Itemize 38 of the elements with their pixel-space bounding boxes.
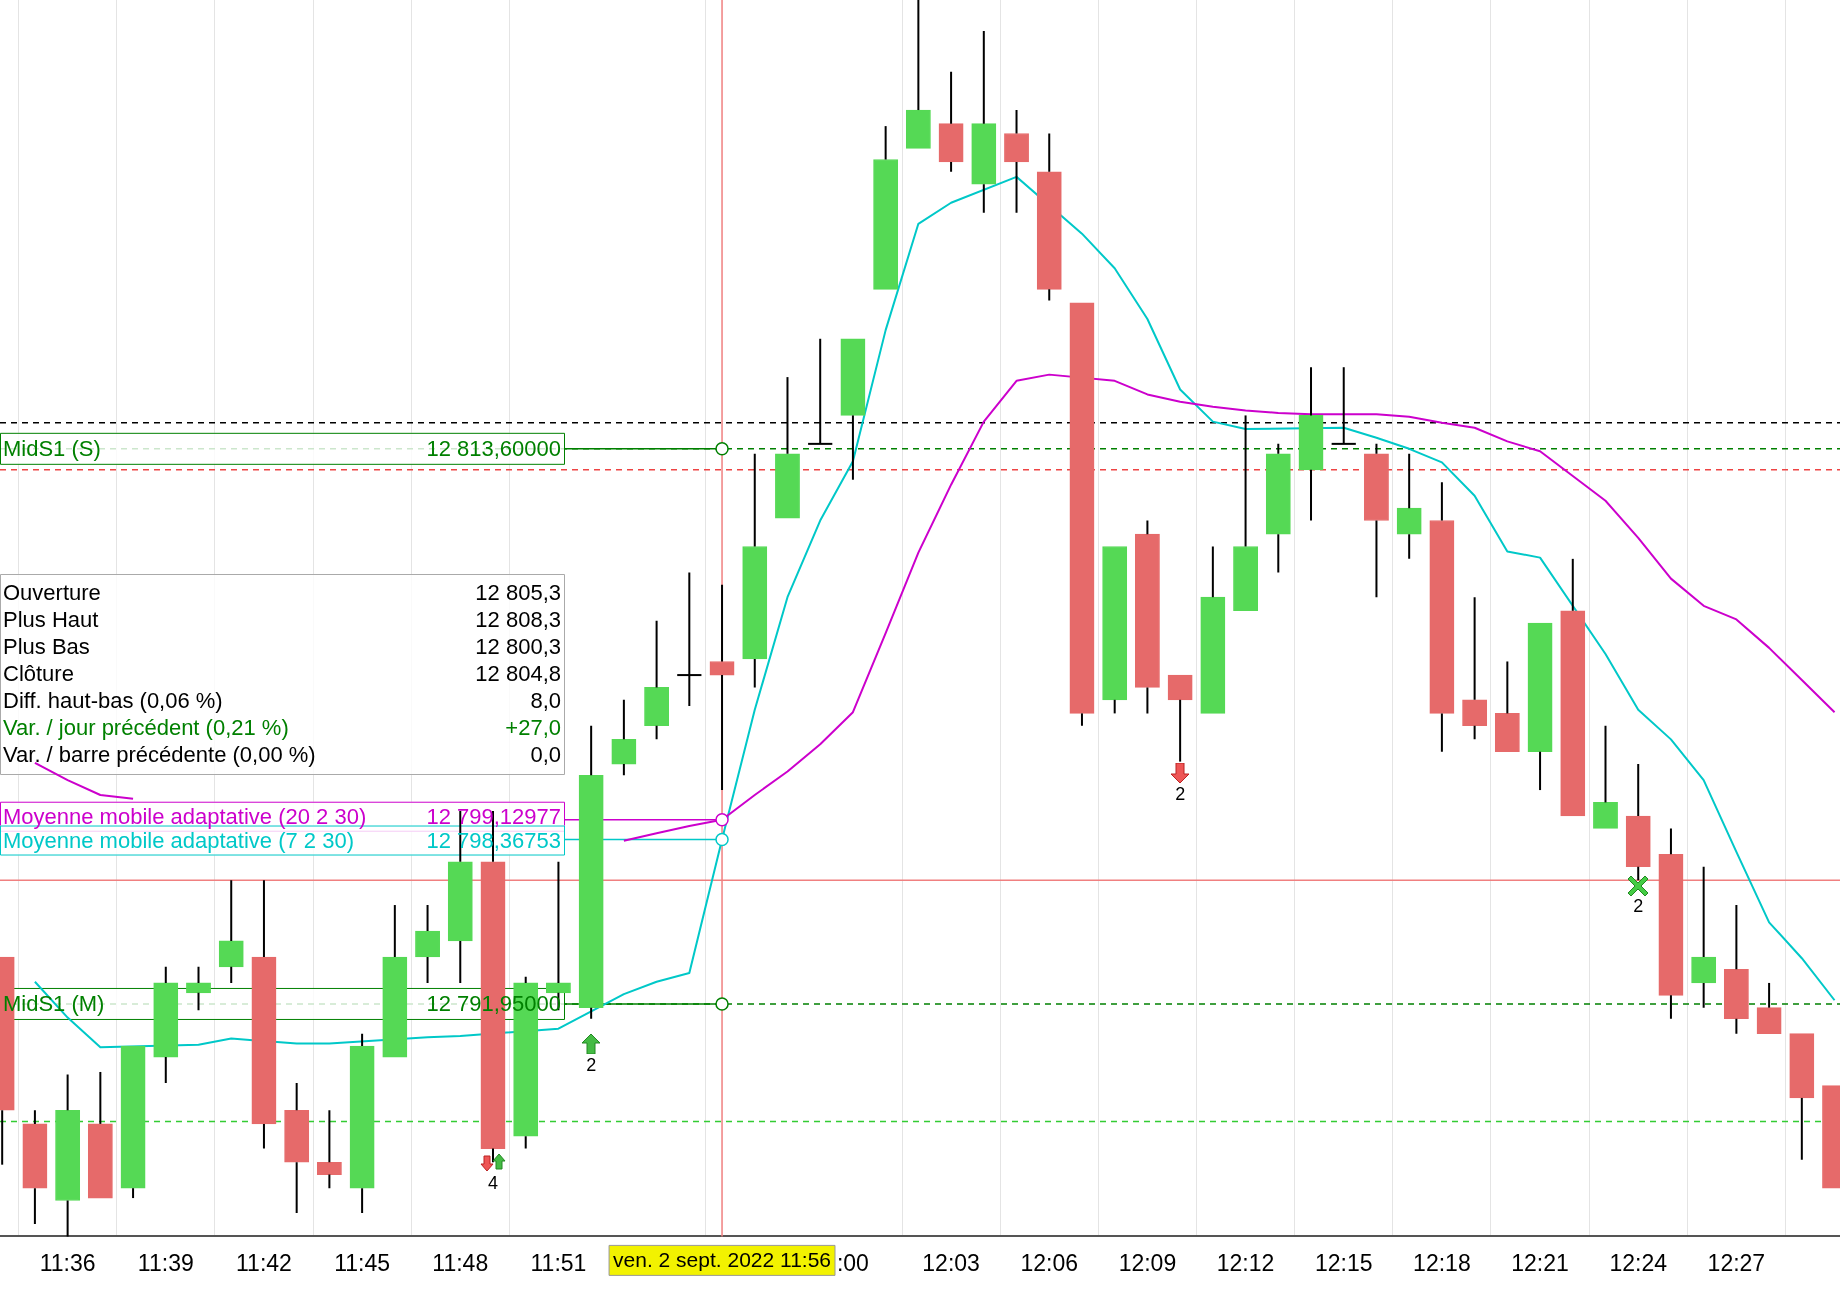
annotation: Diff. haut-bas (0,06 %) <box>3 687 223 713</box>
x-tick-label: 12:03 <box>922 1249 980 1276</box>
ref-line-label: MidS1 (S) <box>3 435 101 461</box>
x-tick-label: 12:27 <box>1707 1249 1766 1276</box>
x-tick-label: 11:48 <box>432 1249 489 1276</box>
x-tick-label: 11:36 <box>39 1249 96 1276</box>
x-tick-label: 11:39 <box>137 1249 194 1276</box>
x-tick-label: 12:18 <box>1413 1249 1471 1276</box>
x-tick-label: :00 <box>836 1249 869 1276</box>
annotation: 0,0 <box>530 741 561 767</box>
annotation: 4 <box>487 1173 498 1194</box>
ref-line-label: ven. 2 sept. 2022 11:56 <box>613 1248 832 1272</box>
annotation: 12 800,3 <box>475 633 561 659</box>
annotation: 2 <box>586 1054 597 1075</box>
annotation: Plus Bas <box>3 633 90 659</box>
x-tick-label: 11:42 <box>236 1249 292 1276</box>
annotation: 12 808,3 <box>475 606 561 632</box>
annotation: 12 804,8 <box>475 660 561 686</box>
x-tick-label: 12:21 <box>1511 1249 1569 1276</box>
x-tick-label: 11:51 <box>530 1249 587 1276</box>
annotation: 8,0 <box>530 687 561 713</box>
annotation: Var. / jour précédent (0,21 %) <box>3 714 289 740</box>
x-tick-label: 11:45 <box>334 1249 391 1276</box>
x-tick-label: 12:06 <box>1020 1249 1079 1276</box>
x-tick-label: 12:24 <box>1609 1249 1668 1276</box>
x-tick-label: 12:09 <box>1118 1249 1177 1276</box>
x-tick-label: 12:15 <box>1314 1249 1373 1276</box>
text: Moyenne mobile adaptative (20 2 30) <box>3 803 367 829</box>
annotation: 2 <box>1633 896 1644 917</box>
annotation: 2 <box>1175 783 1186 804</box>
annotation: Ouverture <box>3 579 101 605</box>
annotation: 12 813,60000 <box>426 435 561 461</box>
annotation: 12 805,3 <box>475 579 561 605</box>
annotation: +27,0 <box>505 714 561 740</box>
annotation: Var. / barre précédente (0,00 %) <box>3 741 316 767</box>
x-tick-label: 12:12 <box>1216 1249 1275 1276</box>
annotation: Clôture <box>3 660 74 686</box>
annotation: Plus Haut <box>3 606 99 632</box>
